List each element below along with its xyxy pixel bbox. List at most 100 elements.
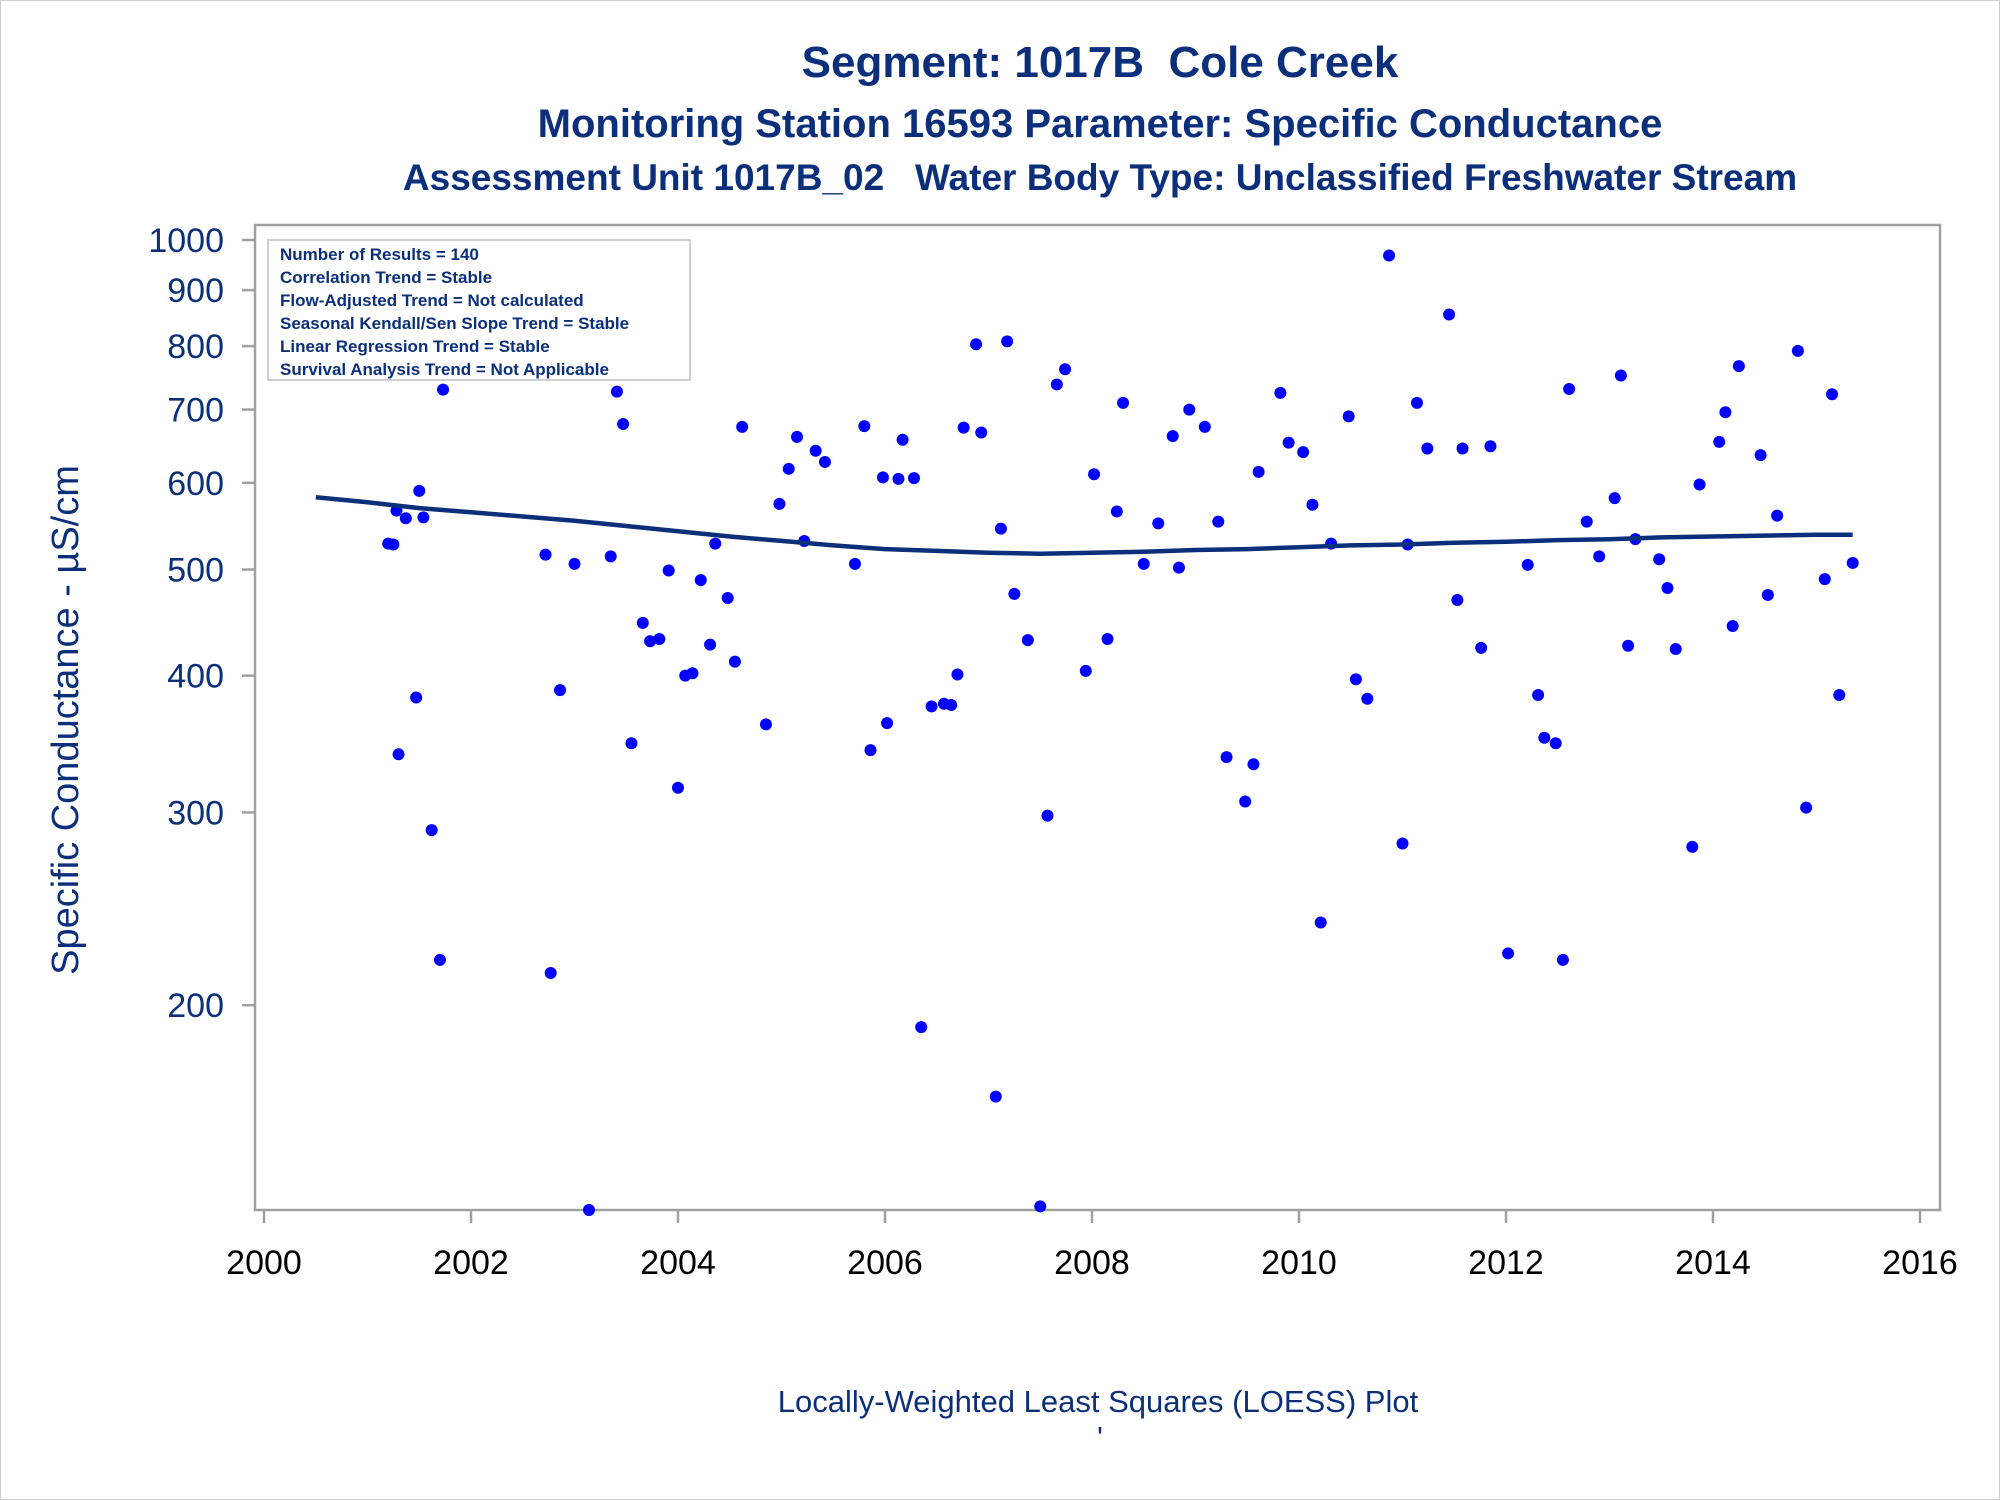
data-point: [437, 383, 450, 396]
data-point: [1800, 801, 1813, 814]
plot-frame: [253, 223, 1942, 1212]
data-point: [907, 472, 920, 485]
data-point: [970, 338, 983, 351]
data-point: [1396, 837, 1409, 850]
data-point: [809, 444, 822, 457]
data-point: [915, 1021, 928, 1034]
data-point: [604, 550, 617, 563]
data-point: [1383, 249, 1396, 262]
data-point: [387, 538, 400, 551]
data-point: [1152, 517, 1165, 530]
data-point: [1088, 468, 1101, 481]
data-point: [610, 385, 623, 398]
chart-title: Segment: 1017B Cole Creek: [801, 38, 1399, 87]
x-tick-label: 2014: [1675, 1244, 1751, 1282]
trend-summary-box: Number of Results = 140 Correlation Trend…: [267, 239, 691, 381]
data-point: [636, 616, 649, 629]
data-point: [1342, 410, 1355, 423]
data-point: [1001, 335, 1014, 348]
x-tick-label: 2008: [1054, 1244, 1130, 1282]
data-point: [1791, 344, 1804, 357]
x-tick-label: 2004: [640, 1244, 716, 1282]
data-point: [1622, 639, 1635, 652]
y-tick-label: 1000: [148, 222, 224, 260]
data-point: [1771, 509, 1784, 522]
data-point: [1297, 446, 1310, 459]
data-point: [1719, 406, 1732, 419]
data-point: [989, 1090, 1002, 1103]
data-point: [1538, 731, 1551, 744]
data-point: [1713, 435, 1726, 448]
data-point: [1247, 758, 1260, 771]
data-point: [1220, 751, 1233, 764]
data-point: [1050, 378, 1063, 391]
data-point: [1166, 430, 1179, 443]
data-point: [544, 967, 557, 980]
data-point: [410, 691, 423, 704]
y-tick-label: 700: [167, 392, 224, 430]
data-point: [392, 748, 405, 761]
data-point: [1761, 588, 1774, 601]
data-point: [694, 574, 707, 587]
y-tick-label: 600: [167, 465, 224, 503]
data-point: [925, 700, 938, 713]
data-point: [728, 655, 741, 668]
data-point: [1274, 386, 1287, 399]
data-point: [1818, 573, 1831, 586]
data-point: [1686, 840, 1699, 853]
x-tick-label: 2010: [1261, 1244, 1337, 1282]
data-point: [1456, 442, 1469, 455]
data-point: [957, 421, 970, 434]
footnote: Locally-Weighted Least Squares (LOESS) P…: [778, 1384, 1419, 1419]
x-axis: 2000 2002 2004 2006 2008 2010 2012 2014 2016: [226, 1210, 1958, 1282]
data-point: [417, 511, 430, 524]
data-point: [1008, 587, 1021, 600]
data-point: [568, 557, 581, 570]
data-point: [644, 635, 657, 648]
data-point: [1833, 689, 1846, 702]
data-point: [1593, 550, 1606, 563]
data-point: [896, 433, 909, 446]
data-point: [672, 781, 684, 794]
data-point: [709, 537, 722, 550]
data-point: [1693, 478, 1706, 491]
data-point: [1059, 363, 1072, 376]
data-point: [1475, 641, 1488, 654]
trend-summary-line: Number of Results = 140: [280, 245, 479, 264]
data-point: [1041, 809, 1054, 822]
data-point: [399, 512, 412, 525]
x-tick-label: 2006: [847, 1244, 923, 1282]
data-point: [1306, 498, 1319, 511]
data-point: [1826, 388, 1839, 401]
data-point: [653, 633, 666, 646]
data-point: [773, 497, 786, 510]
data-point: [791, 430, 804, 443]
y-tick-label: 500: [167, 552, 224, 590]
data-point: [1110, 505, 1123, 518]
y-tick-label: 900: [167, 272, 224, 310]
data-point: [662, 564, 675, 577]
data-point: [721, 591, 734, 604]
data-point: [1361, 692, 1374, 705]
data-point: [1172, 561, 1185, 574]
data-point: [1732, 360, 1745, 373]
data-point: [876, 471, 889, 484]
y-axis-label: Specific Conductance - µS/cm: [45, 465, 87, 975]
data-point: [1754, 449, 1767, 462]
data-point: [1410, 396, 1423, 409]
data-point: [1137, 557, 1150, 570]
data-point: [1239, 795, 1252, 808]
y-tick-label: 300: [167, 794, 224, 832]
data-point: [1549, 737, 1562, 750]
y-tick-label: 800: [167, 328, 224, 366]
y-axis: 200 300 400 500 600 700 800 900 1000: [148, 222, 255, 1025]
data-point: [1532, 689, 1545, 702]
data-point: [1079, 664, 1092, 677]
data-point: [554, 684, 567, 697]
data-point: [1669, 643, 1682, 656]
data-point: [759, 718, 772, 731]
data-point: [1608, 492, 1621, 505]
data-point: [1349, 673, 1362, 686]
x-tick-label: 2012: [1468, 1244, 1544, 1282]
